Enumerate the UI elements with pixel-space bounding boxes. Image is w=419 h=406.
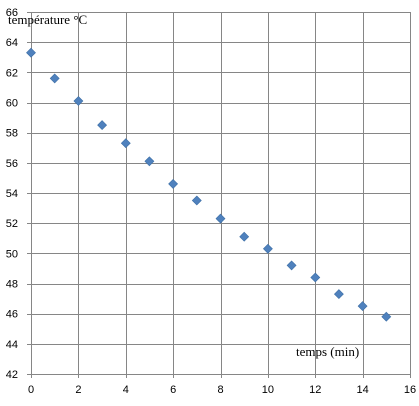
data-point [97,120,108,131]
x-tick-label: 2 [75,384,81,396]
y-tick-label: 52 [6,218,18,230]
x-axis-title: temps (min) [296,344,359,359]
y-tick-label: 56 [6,158,18,170]
data-point [73,96,84,106]
data-point [239,231,250,242]
data-point [215,213,226,224]
y-tick-label: 64 [6,37,18,49]
y-tick-label: 66 [6,7,18,19]
data-point [286,260,297,271]
y-tick-label: 58 [6,128,18,140]
y-tick-label: 44 [6,339,18,351]
x-tick-label: 0 [28,384,34,396]
data-point [333,289,344,300]
data-point [144,156,155,167]
y-tick-label: 50 [6,248,18,260]
data-point [168,178,179,189]
x-tick-label: 10 [262,384,274,396]
x-tick-label: 14 [357,384,369,396]
x-tick-label: 8 [217,384,223,396]
x-tick-label: 16 [404,384,416,396]
axes [27,12,411,378]
gridlines [31,12,411,375]
data-points [26,47,392,322]
y-tick-label: 62 [6,67,18,79]
data-point [381,311,392,322]
data-point [49,73,60,84]
y-tick-label: 46 [6,309,18,321]
x-tick-label: 12 [309,384,321,396]
data-point [357,301,368,312]
data-point [26,47,36,58]
y-tick-label: 48 [6,279,18,291]
data-point [191,195,202,206]
y-tick-label: 54 [6,188,18,200]
data-point [310,272,321,283]
x-tick-label: 4 [123,384,129,396]
x-tick-label: 6 [170,384,176,396]
data-point [120,138,131,149]
y-tick-label: 60 [6,98,18,110]
y-tick-label: 42 [6,369,18,381]
y-axis-title: température °C [8,12,87,27]
data-point [262,243,273,254]
